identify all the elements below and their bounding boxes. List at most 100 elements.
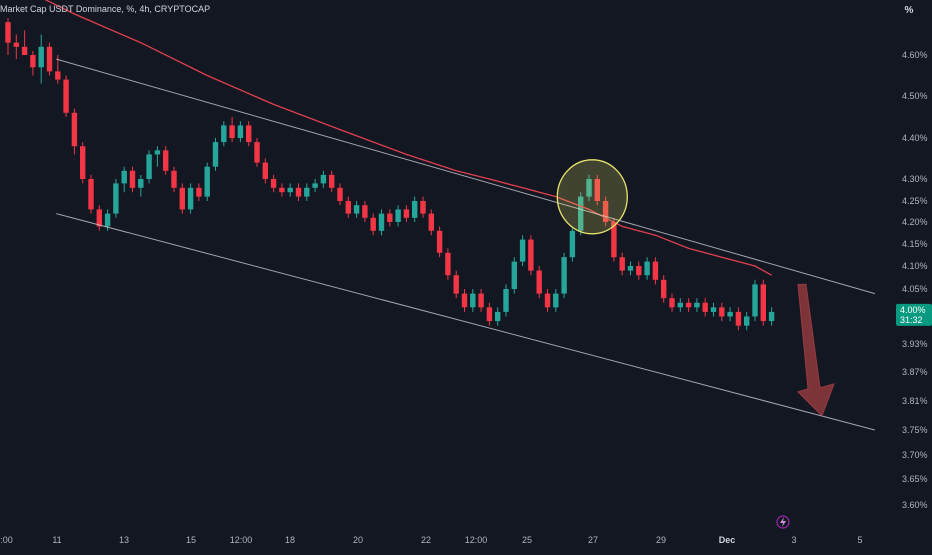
x-axis-tick-label: 15 [186,535,196,545]
x-axis-tick-label: 20 [353,535,363,545]
candle-body [627,266,634,271]
candle-body [370,217,376,231]
candle-body [96,209,102,227]
candle-body [387,213,393,222]
candle-body [719,307,725,317]
candle-body [586,179,592,197]
candle-body [345,201,351,214]
y-axis-tick-label: 3.70% [902,450,928,460]
x-axis-tick-label: 27 [588,535,598,545]
candle-body [553,293,559,308]
candle-body [63,79,69,113]
lightning-icon[interactable] [776,515,790,529]
candle-body [561,257,567,294]
x-axis-tick-label: 11 [52,535,61,545]
candle-body [129,170,136,188]
candle-body [453,275,459,294]
last-price-badge [896,303,932,326]
x-axis-tick-label: 2:00 [0,535,13,545]
lightning-icon [780,517,786,527]
candle-body [212,142,219,167]
moving-average-line [44,0,772,276]
percent-scale-toggle[interactable]: % [904,5,914,16]
x-axis-tick-label: 12:00 [465,535,488,545]
highlight-circle[interactable] [556,159,628,235]
candle-body [395,209,401,222]
candle-body [337,187,343,201]
candle-body [735,311,742,326]
y-axis-tick-label: 4.10% [902,261,928,271]
candle-body [544,293,551,308]
candle-body [80,146,86,179]
candle-body [329,174,335,188]
candle-body [46,46,53,72]
candle-body [138,179,144,188]
candle-body [478,293,484,308]
y-axis-tick-label: 4.40% [902,133,928,143]
candle-body [403,209,410,218]
y-axis-tick-label: 4.25% [902,196,928,206]
candle-body [163,150,169,171]
candle-body [760,284,766,322]
countdown-timer: 31:32 [900,315,923,325]
candle-body [470,293,476,308]
candle-body [752,284,758,317]
candle-body [528,239,534,271]
candle-body [378,213,385,231]
candle-body [602,201,609,222]
candle-body [611,222,617,258]
candle-body [744,316,750,326]
candle-body [287,187,293,193]
channel-upper-line[interactable] [56,58,875,295]
x-axis-tick-label: Dec [719,535,736,545]
candle-body [146,154,152,179]
symbol-title[interactable]: Market Cap USDT Dominance, %, 4h, CRYPTO… [0,4,211,14]
candle-body [21,46,28,55]
candle-body [768,311,775,322]
candle-body [661,279,667,299]
y-axis-tick-label: 4.15% [902,239,928,249]
y-axis-tick-label: 3.87% [902,367,928,377]
candle-body [13,42,19,47]
candle-body [362,205,368,218]
candle-body [685,302,692,308]
candle-body [104,213,111,227]
candle-body [179,187,185,210]
x-axis-tick-label: 13 [119,535,129,545]
y-axis-tick-label: 3.93% [902,339,928,349]
y-axis-tick-label: 4.05% [902,284,928,294]
candle-body [619,257,625,271]
candle-body [569,230,576,258]
candle-body [38,46,44,68]
candle-body [578,196,584,231]
candle-body [262,162,268,179]
last-price-value: 4.00% [900,305,926,315]
candle-body [295,187,302,197]
candle-body [246,125,252,143]
channel-lower-line[interactable] [56,213,875,431]
candle-body [636,266,642,276]
candle-body [279,187,285,193]
candle-body [353,205,360,214]
y-axis-tick-label: 3.60% [902,500,928,510]
y-axis-tick-label: 3.81% [902,396,928,406]
candle-body [669,298,675,308]
x-axis-tick-label: 5 [857,535,862,545]
candle-body [436,230,443,253]
candle-body [519,239,526,262]
candle-body [694,302,700,308]
candle-body [652,261,659,280]
candle-body [727,311,733,317]
candle-body [154,150,161,155]
x-axis-tick-label: 3 [791,535,796,545]
candle-body [237,125,244,138]
candle-body [445,252,451,276]
candle-body [55,71,61,80]
x-axis-tick-label: 29 [656,535,666,545]
candle-body [594,179,600,201]
candle-body [254,142,260,163]
down-arrow-icon[interactable] [797,283,835,417]
